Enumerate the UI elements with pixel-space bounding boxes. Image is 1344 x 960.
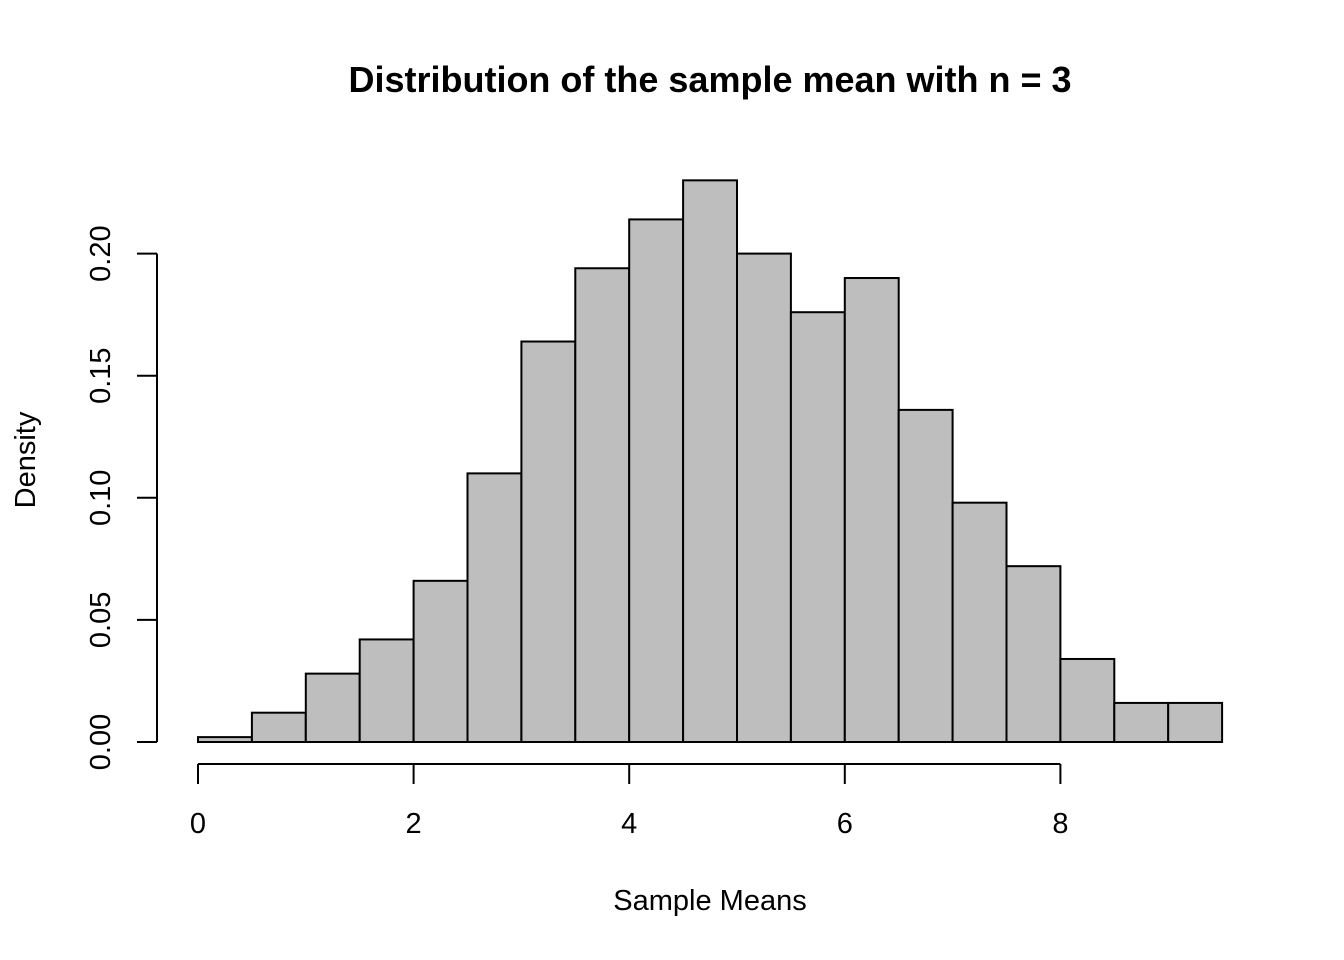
histogram-bar-1 (250, 711, 307, 743)
chart-title: Distribution of the sample mean with n =… (348, 59, 1071, 100)
y-axis-label: Density (10, 411, 42, 508)
histogram-bar-18 (1167, 701, 1224, 743)
histogram-bar-5 (466, 472, 523, 743)
histogram-bar-8 (628, 218, 685, 744)
histogram-bar-7 (574, 267, 631, 743)
bars-group (197, 179, 1224, 744)
y-tick-label-1: 0.05 (85, 592, 117, 648)
x-tick-label-2: 4 (621, 808, 637, 840)
x-axis: 0 2 4 6 8 (190, 763, 1068, 840)
histogram-bar-16 (1059, 657, 1116, 743)
y-tick-label-2: 0.10 (85, 470, 117, 526)
histogram-bar-3 (358, 638, 415, 743)
x-tick-label-1: 2 (406, 808, 422, 840)
histogram-bar-12 (843, 277, 900, 743)
histogram-bar-10 (736, 252, 792, 743)
histogram-bar-2 (304, 672, 361, 744)
histogram-bar-17 (1113, 701, 1170, 743)
histogram-bar-4 (412, 579, 469, 743)
y-tick-label-3: 0.15 (85, 347, 117, 403)
histogram-bar-13 (897, 408, 954, 743)
histogram-bar-14 (951, 501, 1008, 743)
y-axis: 0.00 0.05 0.10 0.15 0.20 (85, 225, 158, 770)
histogram-bar-9 (682, 179, 738, 743)
histogram-bar-6 (520, 340, 577, 743)
histogram-bar-0 (197, 736, 253, 744)
x-tick-label-4: 8 (1052, 808, 1068, 840)
y-tick-label-4: 0.20 (85, 225, 117, 281)
histogram-bar-15 (1005, 565, 1062, 744)
histogram-bar-11 (789, 311, 846, 743)
x-axis-label: Sample Means (613, 885, 806, 917)
x-tick-label-3: 6 (837, 808, 853, 840)
x-tick-label-0: 0 (190, 808, 206, 840)
y-tick-label-0: 0.00 (85, 714, 117, 770)
